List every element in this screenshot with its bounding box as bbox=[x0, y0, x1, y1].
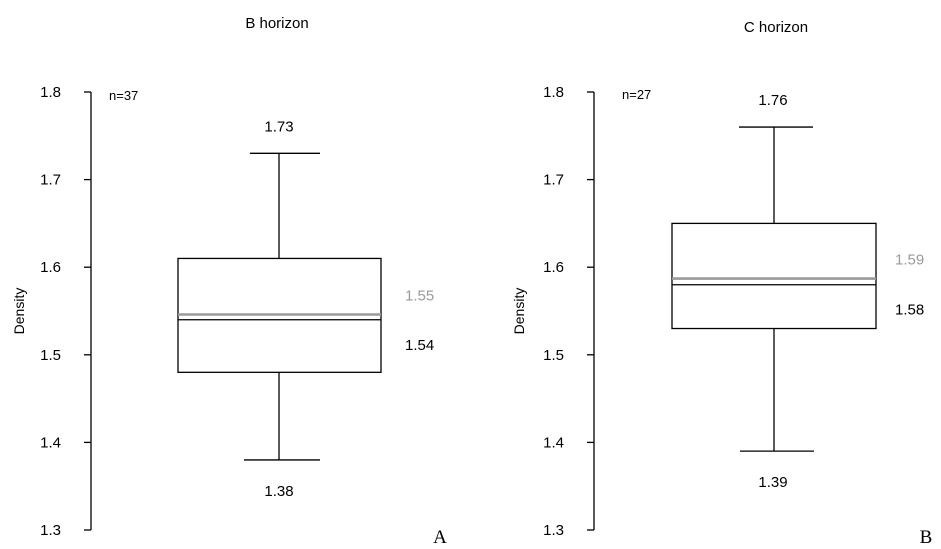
panel-letter: B bbox=[920, 527, 933, 548]
y-tick-label: 1.4 bbox=[543, 434, 564, 451]
max-value-label: 1.76 bbox=[758, 92, 787, 109]
mean-value-label: 1.55 bbox=[405, 288, 434, 305]
chart-title: C horizon bbox=[744, 19, 808, 36]
y-tick-label: 1.7 bbox=[40, 172, 61, 189]
panel-c-horizon: C horizon Density n=27 B 1.3 1.4 1.5 1.6 1.7… bbox=[511, 19, 932, 548]
panel-b-horizon: B horizon Density n=37 A 1.3 1.4 1.5 1.6 1.7… bbox=[11, 15, 447, 548]
y-axis-label: Density bbox=[511, 288, 527, 335]
y-tick-label: 1.6 bbox=[543, 259, 564, 276]
median-value-label: 1.58 bbox=[895, 302, 924, 319]
y-tick-label: 1.6 bbox=[40, 259, 61, 276]
y-tick-label: 1.5 bbox=[40, 347, 61, 364]
chart-title: B horizon bbox=[245, 15, 308, 32]
min-value-label: 1.39 bbox=[758, 474, 787, 491]
y-tick-label: 1.3 bbox=[40, 522, 61, 539]
y-tick-label: 1.3 bbox=[543, 522, 564, 539]
y-tick-label: 1.8 bbox=[40, 84, 61, 101]
max-value-label: 1.73 bbox=[264, 118, 293, 135]
sample-size-label: n=37 bbox=[109, 88, 138, 103]
y-ticks: 1.3 1.4 1.5 1.6 1.7 1.8 bbox=[543, 84, 594, 539]
y-axis-label: Density bbox=[11, 288, 27, 335]
panel-letter: A bbox=[433, 527, 447, 548]
y-tick-label: 1.5 bbox=[543, 347, 564, 364]
min-value-label: 1.38 bbox=[264, 483, 293, 500]
y-tick-label: 1.4 bbox=[40, 434, 61, 451]
mean-value-label: 1.59 bbox=[895, 252, 924, 269]
y-ticks: 1.3 1.4 1.5 1.6 1.7 1.8 bbox=[40, 84, 91, 539]
y-tick-label: 1.7 bbox=[543, 172, 564, 189]
median-value-label: 1.54 bbox=[405, 337, 434, 354]
y-tick-label: 1.8 bbox=[543, 84, 564, 101]
interquartile-box bbox=[671, 222, 877, 330]
sample-size-label: n=27 bbox=[622, 87, 651, 102]
